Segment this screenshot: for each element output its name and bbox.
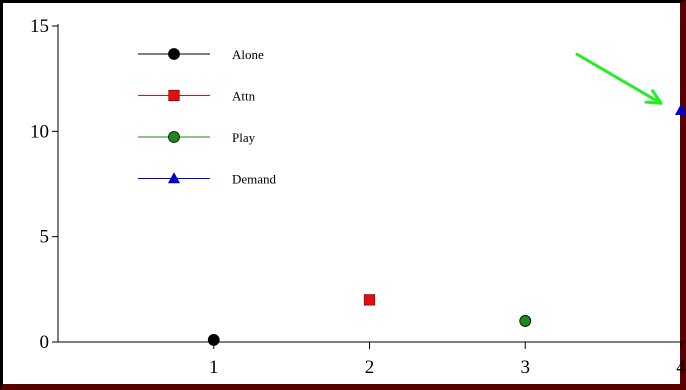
y-tick-label: 15 bbox=[30, 16, 49, 37]
legend-label: Attn bbox=[232, 89, 256, 104]
legend-item-demand: Demand bbox=[138, 172, 277, 187]
legend-marker bbox=[167, 172, 181, 184]
legend-marker bbox=[168, 131, 180, 143]
data-point-attn bbox=[363, 294, 376, 306]
x-tick-label: 4 bbox=[676, 357, 686, 378]
arrow-shaft bbox=[575, 52, 663, 105]
data-points bbox=[207, 103, 686, 346]
legend-item-play: Play bbox=[138, 130, 256, 145]
axes: 0 5 10 15 1 2 3 4 bbox=[30, 16, 686, 378]
legend: Alone Attn Play Demand bbox=[138, 47, 277, 187]
annotation-arrow bbox=[575, 52, 663, 105]
legend-item-alone: Alone bbox=[138, 47, 264, 62]
arrow-head bbox=[644, 89, 663, 105]
legend-label: Play bbox=[232, 130, 256, 145]
y-tick-label: 10 bbox=[30, 121, 49, 142]
legend-label: Demand bbox=[232, 172, 277, 187]
y-tick-label: 0 bbox=[40, 332, 50, 353]
x-tick-label: 3 bbox=[521, 357, 531, 378]
data-point-demand bbox=[674, 103, 686, 115]
x-tick-label: 1 bbox=[209, 357, 219, 378]
legend-marker bbox=[168, 48, 180, 60]
y-tick-label: 5 bbox=[40, 227, 50, 248]
data-point-play bbox=[519, 315, 532, 327]
data-point-alone bbox=[207, 333, 220, 346]
legend-label: Alone bbox=[232, 47, 264, 62]
annotations bbox=[575, 52, 663, 105]
x-tick-label: 2 bbox=[365, 357, 375, 378]
legend-marker bbox=[168, 89, 180, 102]
legend-item-attn: Attn bbox=[138, 89, 256, 104]
